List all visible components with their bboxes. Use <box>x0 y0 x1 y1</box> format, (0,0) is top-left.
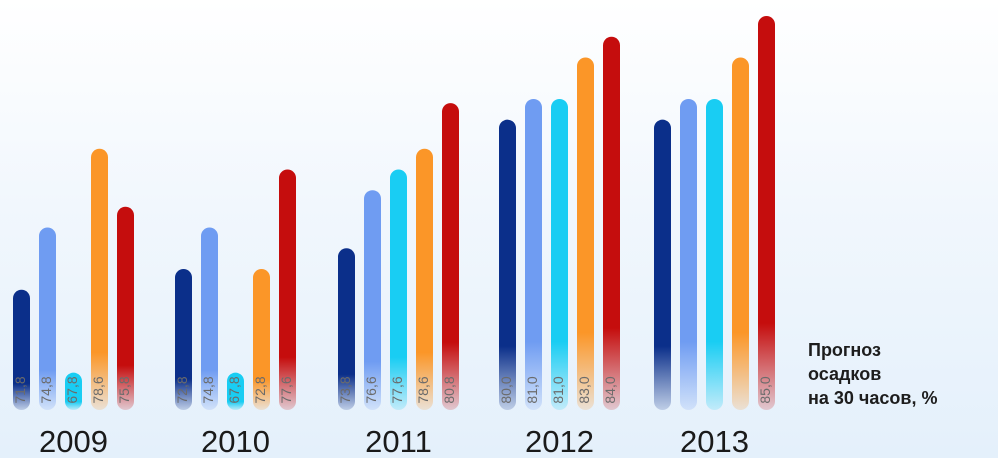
bar-value-label-2011-4: 78,6 <box>415 376 431 403</box>
bar-2012-5 <box>603 36 620 410</box>
bar-2010-5 <box>279 169 296 410</box>
chart-legend-caption: Прогноз осадков на 30 часов, % <box>808 338 937 410</box>
bar-value-label-2012-4: 83,0 <box>576 376 592 403</box>
bar-value-label-2009-2: 74,8 <box>38 376 54 403</box>
year-label-2010: 2010 <box>201 424 270 458</box>
bar-2011-5 <box>442 103 459 411</box>
bar-2012-4 <box>577 57 594 410</box>
bar-value-label-2011-2: 76,6 <box>363 376 379 403</box>
bar-value-label-2012-1: 80,0 <box>498 376 514 403</box>
bar-value-label-2011-1: 73,8 <box>337 376 353 403</box>
bar-2013-2 <box>680 98 697 411</box>
year-label-2011: 2011 <box>365 424 432 458</box>
bar-value-label-2010-2: 74,8 <box>200 376 216 403</box>
bar-2010-2 <box>201 227 218 410</box>
bar-value-label-2013-5: 85,0 <box>757 376 773 403</box>
bar-2009-2 <box>39 227 56 410</box>
bar-2011-2 <box>364 190 381 410</box>
bar-value-label-2012-3: 81,0 <box>550 376 566 403</box>
bar-2013-3 <box>706 98 723 411</box>
legend-line-2: осадков <box>808 364 882 384</box>
bar-value-label-2009-4: 78,6 <box>90 376 106 403</box>
bar-2013-1 <box>654 119 671 411</box>
bar-value-label-2011-5: 80,8 <box>441 376 457 403</box>
bar-2012-2 <box>525 98 542 411</box>
bar-2009-3 <box>65 372 82 410</box>
bar-value-label-2010-4: 72,8 <box>252 376 268 403</box>
bar-value-label-2010-1: 72,8 <box>174 376 190 403</box>
bar-value-label-2009-3: 67,8 <box>64 376 80 403</box>
bar-2009-4 <box>91 148 108 410</box>
bar-value-label-2009-1: 71,8 <box>12 376 28 403</box>
bar-2010-3 <box>227 372 244 410</box>
bar-2009-5 <box>117 206 134 410</box>
legend-line-1: Прогноз <box>808 340 882 360</box>
bar-2012-3 <box>551 98 568 411</box>
bar-value-label-2010-3: 67,8 <box>226 376 242 403</box>
bar-2009-1 <box>13 289 30 410</box>
bar-2011-3 <box>390 169 407 410</box>
bar-2010-4 <box>253 268 270 410</box>
bar-value-label-2010-5: 77,6 <box>278 376 294 403</box>
legend-line-3: на 30 часов, % <box>808 388 938 408</box>
bar-2011-1 <box>338 248 355 410</box>
bar-value-label-2012-5: 84,0 <box>602 376 618 403</box>
bar-value-label-2012-2: 81,0 <box>524 376 540 403</box>
bar-2013-4 <box>732 57 749 410</box>
bar-2013-5 <box>758 16 775 410</box>
bar-2011-4 <box>416 148 433 410</box>
year-label-2012: 2012 <box>525 424 594 458</box>
bar-value-label-2009-5: 75,8 <box>116 376 132 403</box>
bar-2010-1 <box>175 268 192 410</box>
bar-value-label-2011-3: 77,6 <box>389 376 405 403</box>
bar-2012-1 <box>499 119 516 411</box>
year-label-2013: 2013 <box>680 424 749 458</box>
year-label-2009: 2009 <box>39 424 108 458</box>
